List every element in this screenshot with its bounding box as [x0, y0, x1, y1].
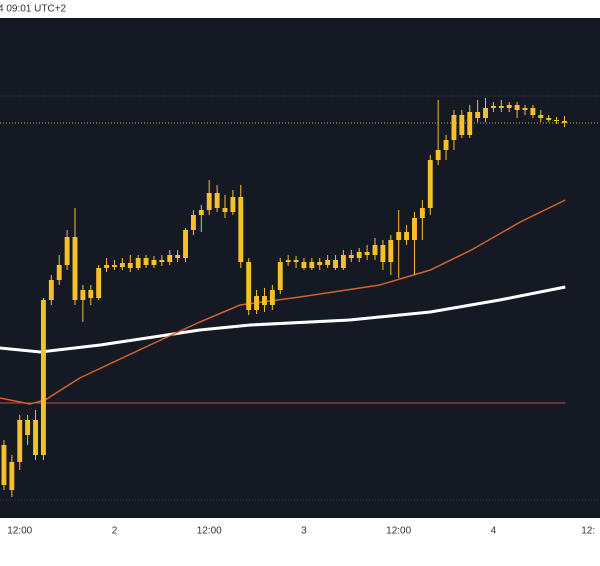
candle-body [309, 262, 315, 268]
candle-body [388, 240, 394, 262]
candle-body [183, 230, 188, 258]
candle-body [554, 120, 560, 121]
candle-body [514, 105, 520, 110]
candle-body [25, 420, 31, 435]
x-tick-label: 4 [491, 526, 497, 537]
candle-body [562, 121, 567, 123]
candle-body [1, 445, 7, 485]
candle-body [498, 106, 504, 108]
candle-body [475, 112, 481, 118]
candle-body [143, 258, 149, 265]
candle-body [48, 280, 54, 300]
x-tick-label: 12:00 [7, 526, 32, 537]
candle-body [96, 268, 102, 298]
candle-body [190, 215, 196, 230]
candle-body [490, 106, 496, 108]
candle-body [17, 420, 23, 462]
x-tick-label: 2 [112, 526, 118, 537]
x-tick-label: 3 [301, 526, 307, 537]
plot-background [0, 18, 600, 518]
candle-body [467, 112, 473, 135]
candle-body [238, 197, 244, 262]
candle-body [40, 300, 46, 455]
candle-body [64, 237, 70, 265]
candle-body [277, 262, 283, 290]
candle-body [230, 197, 236, 212]
candle-body [56, 265, 62, 280]
candle-body [175, 255, 181, 258]
moving-average [0, 285, 566, 354]
candle-body [325, 260, 331, 265]
candle-body [72, 237, 78, 300]
candle-body [459, 115, 465, 135]
candle-body [222, 208, 228, 212]
candle-body [198, 210, 204, 215]
candle-body [206, 193, 212, 210]
candle-body [435, 150, 441, 160]
candle-body [269, 290, 275, 305]
candle-body [104, 265, 110, 268]
candle-body [340, 255, 346, 268]
candle-body [262, 296, 267, 305]
candle-body [546, 118, 552, 120]
candle-body [80, 290, 86, 300]
candle-body [9, 462, 15, 490]
candle-body [214, 193, 220, 208]
candle-body [119, 263, 125, 267]
candle-body [112, 265, 117, 267]
candle-body [159, 260, 165, 262]
candle-body [538, 115, 544, 118]
x-tick-label: 12:00 [386, 526, 411, 537]
candle-body [412, 218, 417, 240]
candle-body [372, 245, 378, 255]
candle-body [167, 255, 173, 262]
candle-body [506, 105, 512, 108]
candle-body [356, 252, 362, 258]
candle-body [293, 260, 299, 262]
candle-body [396, 232, 402, 240]
candle-body [419, 208, 425, 218]
candle-body [254, 296, 260, 310]
candle-body [530, 108, 536, 115]
x-tick-label: 12:00 [197, 526, 222, 537]
header-time: 4 09:01 UTC+2 [0, 4, 67, 15]
candle-body [88, 290, 94, 298]
candle-body [451, 115, 457, 140]
candle-body [317, 262, 323, 265]
candle-body [301, 262, 307, 268]
candle-body [246, 262, 252, 310]
candle-body [483, 108, 488, 118]
candle-body [135, 258, 141, 268]
candle-body [33, 420, 38, 455]
candle-body [427, 160, 433, 208]
candle-body [127, 263, 133, 268]
candle-body [285, 260, 291, 262]
candle-body [380, 245, 386, 262]
x-tick-label: 12: [581, 526, 595, 537]
candle-body [333, 260, 338, 268]
candle-body [348, 255, 354, 258]
candle-body [364, 252, 370, 255]
candle-body [151, 260, 157, 265]
candle-body [522, 108, 528, 110]
candle-body [443, 140, 449, 150]
candle-body [404, 232, 410, 240]
